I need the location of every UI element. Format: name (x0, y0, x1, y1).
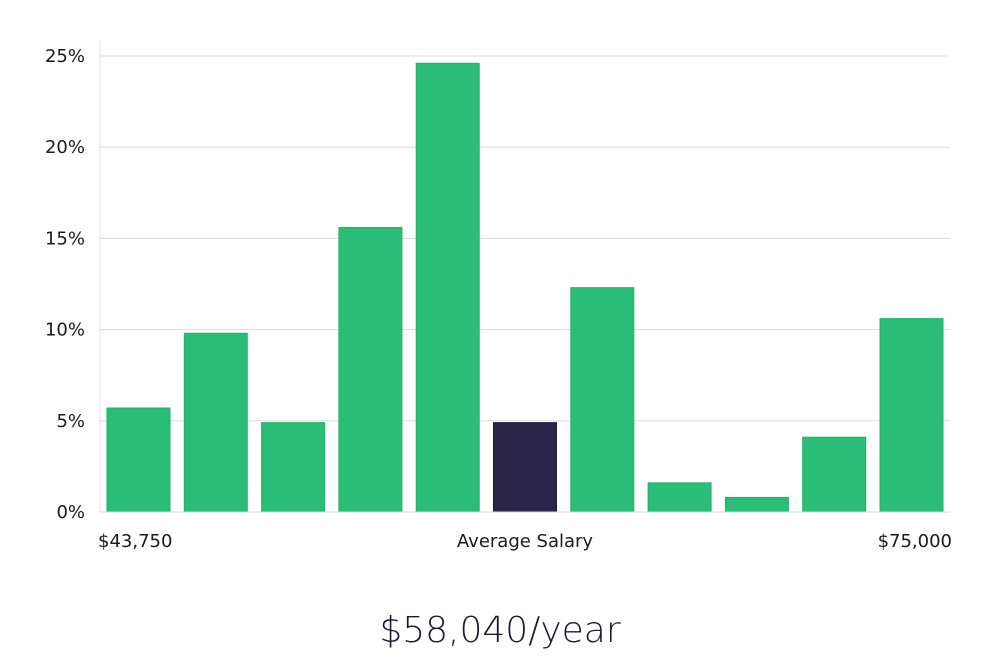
y-tick-label: 25% (45, 46, 85, 67)
y-tick-label: 20% (45, 137, 85, 158)
y-tick-label: 15% (45, 228, 85, 249)
bar (647, 482, 712, 513)
bar (570, 287, 635, 513)
bar-average-salary (493, 422, 557, 513)
x-label-max-salary: $75,000 (878, 531, 952, 552)
bar (879, 318, 944, 513)
bar (338, 226, 403, 513)
average-salary-value: $58,040/year (379, 610, 621, 651)
bar (106, 407, 171, 513)
bar (261, 422, 326, 513)
y-tick-label: 0% (56, 502, 85, 523)
y-tick-label: 10% (45, 320, 85, 341)
salary-histogram: 0%5%10%15%20%25% $43,750 Average Salary … (45, 40, 952, 552)
bar (802, 436, 867, 513)
bar (183, 332, 248, 513)
x-label-average-salary: Average Salary (457, 531, 594, 552)
bars (106, 62, 944, 513)
gridlines (100, 55, 950, 422)
y-axis-ticks: 0% 5% 10% 15% 20% 25% (45, 46, 85, 523)
x-label-min-salary: $43,750 (98, 531, 172, 552)
y-tick-label: 5% (56, 411, 85, 432)
bar (415, 62, 480, 513)
bar (724, 496, 789, 513)
